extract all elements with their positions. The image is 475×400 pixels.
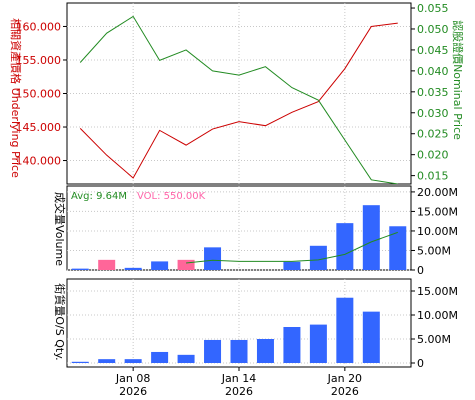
- volume-tick-label-0: 0: [417, 264, 424, 277]
- underlying-tick-label-3: 155.000: [16, 54, 62, 67]
- nominal-tick-label-6: 0.045: [417, 44, 449, 57]
- volume-bar-2: [124, 267, 142, 270]
- outstanding-bar-5: [204, 339, 222, 363]
- volume-avg-label: Avg: 9.64M: [71, 191, 127, 202]
- volume-bar-1: [98, 259, 116, 270]
- outstanding-bar-7: [256, 339, 274, 363]
- outstanding-bar-3: [151, 351, 169, 363]
- volume-bar-4: [177, 259, 195, 270]
- volume-tick-label-1: 5.00M: [417, 244, 451, 257]
- x-tick-year-0: 2026: [119, 385, 147, 398]
- volume-axis-title: 成交量Volume: [53, 192, 67, 266]
- volume-bar-8: [283, 261, 301, 270]
- chart-panels: [63, 2, 415, 371]
- outstanding-bar-11: [362, 311, 380, 363]
- volume-bar-0: [71, 268, 89, 270]
- nominal-tick-label-0: 0.015: [417, 170, 449, 183]
- outstanding-bar-2: [124, 359, 142, 363]
- volume-avg-line: [186, 231, 398, 264]
- underlying-tick-label-2: 150.000: [16, 88, 62, 101]
- x-tick-label-2: Jan 20: [327, 372, 362, 385]
- chart-marks: [71, 15, 407, 363]
- outstanding-bar-10: [336, 297, 354, 363]
- outstanding-qty-axis-title: 街貨量O/S Qty.: [53, 283, 67, 360]
- volume-bar-10: [336, 223, 354, 270]
- volume-bar-3: [151, 261, 169, 270]
- volume-bar-9: [309, 245, 327, 270]
- outstanding-bar-8: [283, 327, 301, 363]
- nominal-tick-label-8: 0.055: [417, 2, 449, 15]
- nominal-price-axis-title: 認股證價Nominal Price: [451, 20, 465, 140]
- volume-tick-label-3: 15.00M: [417, 205, 458, 218]
- nominal-tick-label-1: 0.020: [417, 149, 449, 162]
- outstanding-tick-label-2: 10.00M: [417, 309, 458, 322]
- nominal-tick-label-4: 0.035: [417, 86, 449, 99]
- underlying-tick-label-0: 140.000: [16, 155, 62, 168]
- volume-tick-label-2: 10.00M: [417, 225, 458, 238]
- nominal-tick-label-5: 0.040: [417, 65, 449, 78]
- nominal-price-line: [79, 15, 398, 184]
- volume-bar-11: [362, 205, 380, 270]
- underlying-price-line: [79, 22, 398, 179]
- nominal-tick-label-7: 0.050: [417, 23, 449, 36]
- outstanding-bar-1: [98, 359, 116, 363]
- underlying-tick-label-4: 160.000: [16, 20, 62, 33]
- volume-current-label: VOL: 550.00K: [137, 191, 206, 202]
- x-tick-year-1: 2026: [225, 385, 253, 398]
- volume-tick-label-4: 20.00M: [417, 186, 458, 199]
- outstanding-bar-6: [230, 339, 248, 363]
- outstanding-tick-label-0: 0: [417, 357, 424, 370]
- nominal-tick-label-3: 0.030: [417, 107, 449, 120]
- underlying-tick-label-1: 145.000: [16, 121, 62, 134]
- outstanding-tick-label-3: 15.00M: [417, 285, 458, 298]
- nominal-tick-label-2: 0.025: [417, 128, 449, 141]
- x-tick-year-2: 2026: [331, 385, 359, 398]
- chart-labels: 140.000 145.000 150.000 155.000 160.000 0.015…: [16, 2, 458, 398]
- underlying-price-axis-title: 相關資產價格 Underlying Price: [9, 18, 23, 178]
- volume-bar-5: [204, 247, 222, 270]
- outstanding-tick-label-1: 5.00M: [417, 333, 451, 346]
- x-tick-label-0: Jan 08: [115, 372, 150, 385]
- volume-bar-12: [389, 226, 407, 270]
- outstanding-bar-4: [177, 354, 195, 363]
- outstanding-bar-0: [71, 361, 89, 363]
- x-tick-label-1: Jan 14: [221, 372, 256, 385]
- outstanding-bar-9: [309, 324, 327, 363]
